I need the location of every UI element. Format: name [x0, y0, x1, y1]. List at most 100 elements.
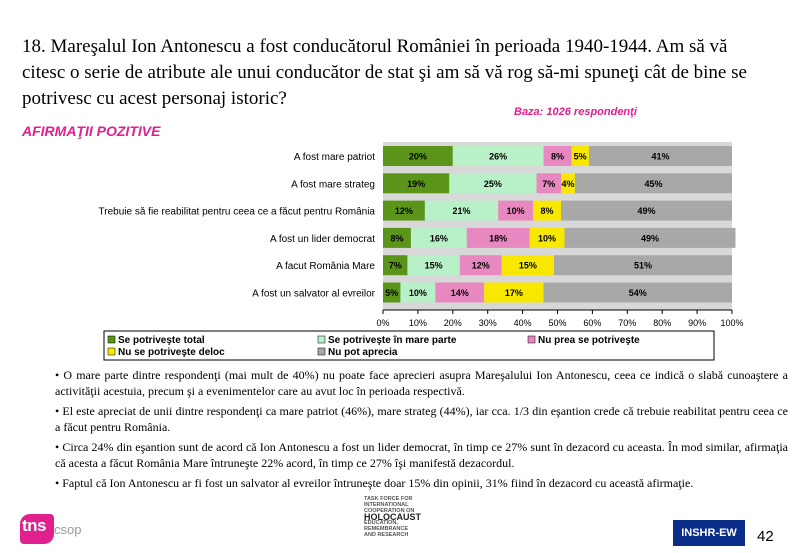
data-label: 7%: [542, 179, 555, 189]
tick-label: 10%: [409, 318, 427, 328]
bar-segment: [533, 200, 561, 221]
tns-logo-icon: [20, 514, 54, 544]
bar-segment: [383, 282, 401, 303]
tick-label: 50%: [548, 318, 566, 328]
bar-segment: [383, 255, 408, 276]
bar-segment: [484, 282, 544, 303]
bar-segment: [501, 255, 555, 276]
tick-label: 40%: [514, 318, 532, 328]
data-label: 10%: [409, 288, 427, 298]
tick-label: 30%: [479, 318, 497, 328]
bar-segment: [543, 146, 572, 166]
legend-swatch: [527, 335, 536, 344]
tick-label: 80%: [653, 318, 671, 328]
data-label: 45%: [644, 179, 662, 189]
legend-label: Nu pot aprecia: [328, 347, 398, 358]
bar-segment: [574, 173, 732, 194]
task-force-line: REMEMBRANCE: [364, 526, 408, 532]
tns-logo-text: tns: [22, 516, 47, 535]
legend-swatch: [107, 347, 116, 356]
bar-segment: [407, 255, 460, 276]
data-label: 15%: [519, 261, 537, 271]
data-label: 49%: [637, 206, 655, 216]
legend-label: Se potriveşte în mare parte: [328, 335, 457, 346]
tick-label: 60%: [583, 318, 601, 328]
task-force-line: COOPERATION ON: [364, 508, 415, 514]
data-label: 4%: [561, 179, 574, 189]
category-label: A fost un lider democrat: [270, 234, 375, 245]
data-label: 25%: [484, 179, 502, 189]
tick-label: 70%: [618, 318, 636, 328]
tick-label: 100%: [720, 318, 743, 328]
bar-segment: [383, 200, 425, 221]
bar-segment: [536, 173, 561, 194]
data-label: 21%: [453, 206, 471, 216]
data-label: 17%: [505, 288, 523, 298]
bar-segment: [564, 227, 736, 248]
data-label: 5%: [385, 288, 398, 298]
task-force-line: AND RESEARCH: [364, 532, 409, 538]
category-label: A facut România Mare: [276, 261, 375, 272]
data-label: 10%: [507, 206, 525, 216]
data-label: 20%: [409, 152, 427, 162]
stacked-bar-chart: 20% 26% 8% 5% 41% 19% 25% 7% 4% 45% 12% 21% 10% 8% 49%…: [99, 142, 744, 361]
data-label: 7%: [389, 261, 402, 271]
data-label: 41%: [651, 152, 669, 162]
category-label: A fost un salvator al evreilor: [252, 289, 376, 300]
bar-segment: [410, 227, 467, 248]
bullet-item: • Faptul că Ion Antonescu ar fi fost un …: [55, 476, 694, 490]
data-label: 18%: [489, 233, 507, 243]
data-label: 8%: [390, 233, 403, 243]
csop-logo-text: csop: [54, 522, 82, 537]
bar-segment: [543, 282, 732, 303]
data-label: 8%: [551, 152, 564, 162]
question-title: 18. Mareşalul Ion Antonescu a fost condu…: [22, 36, 747, 109]
data-label: 12%: [395, 206, 413, 216]
bar-segment: [435, 282, 485, 303]
data-label: 12%: [472, 261, 490, 271]
bar-segment: [383, 227, 411, 248]
data-label: 15%: [425, 261, 443, 271]
category-label: A fost mare patriot: [294, 152, 375, 163]
legend-box: [103, 330, 715, 361]
tick-label: 0%: [376, 318, 389, 328]
task-force-line: INTERNATIONAL: [364, 502, 409, 508]
bar-segment: [400, 282, 436, 303]
bar-segment: [560, 173, 575, 194]
bar-segment: [459, 255, 502, 276]
data-label: 16%: [430, 233, 448, 243]
bar-segment: [571, 146, 589, 166]
data-label: 19%: [407, 179, 425, 189]
legend-swatch: [317, 335, 326, 344]
legend-swatch: [317, 347, 326, 356]
bar-segment: [452, 146, 544, 166]
bar-segment: [529, 227, 565, 248]
x-axis-ticks: 0% 10% 20% 30% 40% 50% 60% 70% 80% 90% 100%: [376, 310, 744, 328]
data-label: 51%: [634, 261, 652, 271]
category-label: Trebuie să fie reabilitat pentru ceea ce…: [99, 207, 376, 218]
legend: Se potriveşte total Se potriveşte în mare…: [107, 335, 640, 358]
legend-label: Nu se potriveşte deloc: [118, 347, 225, 358]
plot-area: [383, 142, 732, 310]
bullet-item: • Circa 24% din eşantion sunt de acord c…: [55, 440, 788, 470]
data-label: 14%: [451, 288, 469, 298]
data-label: 10%: [538, 233, 556, 243]
data-label: 5%: [574, 152, 587, 162]
section-label: AFIRMAŢII POZITIVE: [22, 123, 161, 139]
bullet-item: • El este apreciat de unii dintre respon…: [55, 404, 788, 434]
bars-group: 20% 26% 8% 5% 41% 19% 25% 7% 4% 45% 12% 21% 10% 8% 49%…: [383, 146, 736, 303]
base-note: Baza: 1026 respondenţi: [514, 106, 637, 118]
bar-segment: [498, 200, 534, 221]
institute-badge: INSHR-EW: [673, 520, 745, 546]
legend-swatch: [107, 335, 116, 344]
bar-segment: [424, 200, 499, 221]
task-force-logo: TASK FORCE FOR INTERNATIONAL COOPERATION…: [364, 496, 432, 538]
bar-segment: [383, 173, 450, 194]
category-labels: A fost mare patriot A fost mare strateg Tr…: [99, 152, 376, 300]
tick-label: 90%: [688, 318, 706, 328]
bar-segment: [554, 255, 732, 276]
tick-label: 20%: [444, 318, 462, 328]
legend-label: Se potriveşte total: [118, 335, 205, 346]
legend-label: Nu prea se potriveşte: [538, 335, 640, 346]
page-number: 42: [757, 528, 774, 545]
